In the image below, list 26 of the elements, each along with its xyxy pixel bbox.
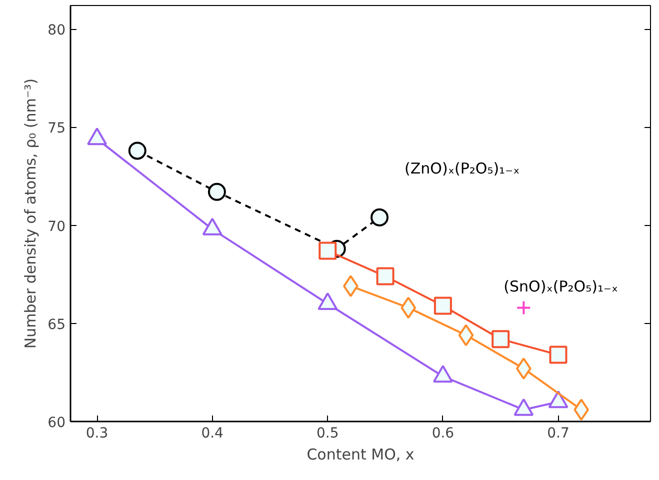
point xyxy=(516,358,532,380)
point xyxy=(400,296,416,319)
point xyxy=(128,142,146,160)
x-tick-label: 0.3 xyxy=(86,426,108,442)
point xyxy=(516,300,532,316)
y-tick-label: 65 xyxy=(48,316,66,333)
y-tick-label: 75 xyxy=(48,120,66,137)
y-axis-title: Number density of atoms, ρ₀ (nm⁻³) xyxy=(22,78,40,349)
x-tick-label: 0.5 xyxy=(316,426,339,442)
x-tick-label: 0.7 xyxy=(547,426,570,442)
point xyxy=(208,182,226,201)
y-tick-label: 70 xyxy=(48,218,66,235)
x-tick-label: 0.6 xyxy=(432,426,454,442)
x-axis-title: Content MO, x xyxy=(306,446,414,464)
point xyxy=(458,324,474,346)
text: (ZnO)ₓ(P₂O₅)₁₋ₓ xyxy=(404,159,520,178)
x-tick-label: 0.4 xyxy=(201,426,224,442)
point xyxy=(318,242,337,260)
y-tick-label: 60 xyxy=(48,415,66,431)
series-label: (SnO)ₓ(P₂O₅)₁₋ₓ xyxy=(504,278,618,296)
point xyxy=(376,267,394,286)
point xyxy=(370,208,389,226)
y-tick-label: 80 xyxy=(48,22,66,39)
point xyxy=(434,296,452,315)
point xyxy=(549,346,568,364)
point xyxy=(492,330,510,348)
